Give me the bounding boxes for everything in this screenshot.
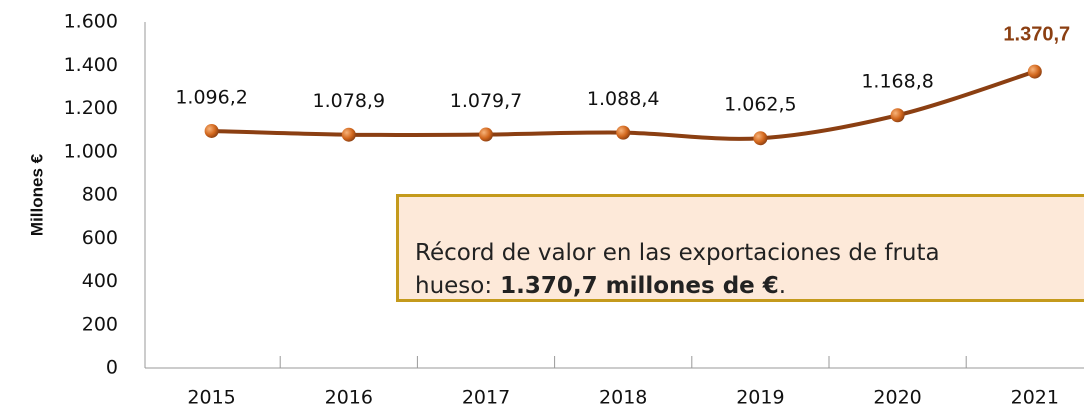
y-tick-label: 0 xyxy=(106,357,118,379)
data-label: 1.168,8 xyxy=(861,71,934,93)
marker xyxy=(1027,64,1042,79)
y-tick-label: 1.200 xyxy=(64,97,118,119)
annotation-text: hueso: xyxy=(415,273,493,299)
annotation-text: . xyxy=(778,273,787,299)
data-label: 1.079,7 xyxy=(450,90,523,112)
data-label: 1.088,4 xyxy=(587,88,660,110)
y-tick-label: 1.600 xyxy=(64,11,118,33)
y-tick-label: 200 xyxy=(82,313,118,335)
marker xyxy=(341,127,356,142)
y-tick-label: 1.400 xyxy=(64,54,118,76)
marker xyxy=(479,127,493,142)
x-tick-label: 2019 xyxy=(736,387,784,409)
marker xyxy=(890,108,905,123)
y-tick-label: 800 xyxy=(82,184,118,206)
x-tick-label: 2021 xyxy=(1011,387,1059,409)
marker xyxy=(753,131,768,146)
annotation: Récord de valor en las exportaciones de … xyxy=(396,194,1084,302)
annotation-bold: 1.370,7 millones de € xyxy=(500,273,779,299)
data-label: 1.370,7 xyxy=(1003,23,1070,45)
marker xyxy=(204,123,219,138)
x-tick-label: 2020 xyxy=(873,387,921,409)
y-axis-label: Millones € xyxy=(27,153,46,236)
y-tick-label: 1.000 xyxy=(64,140,118,162)
y-tick-label: 600 xyxy=(82,227,118,249)
data-label: 1.096,2 xyxy=(175,86,248,108)
annotation-line: hueso: 1.370,7 millones de €. xyxy=(415,270,1084,303)
data-label: 1.078,9 xyxy=(313,90,386,112)
marker xyxy=(616,125,631,140)
x-tick-label: 2017 xyxy=(462,387,510,409)
annotation-line: Récord de valor en las exportaciones de … xyxy=(415,240,940,266)
x-tick-label: 2015 xyxy=(187,387,235,409)
x-tick-label: 2018 xyxy=(599,387,647,409)
y-tick-label: 400 xyxy=(82,270,118,292)
x-tick-label: 2016 xyxy=(325,387,373,409)
data-label: 1.062,5 xyxy=(724,94,797,116)
